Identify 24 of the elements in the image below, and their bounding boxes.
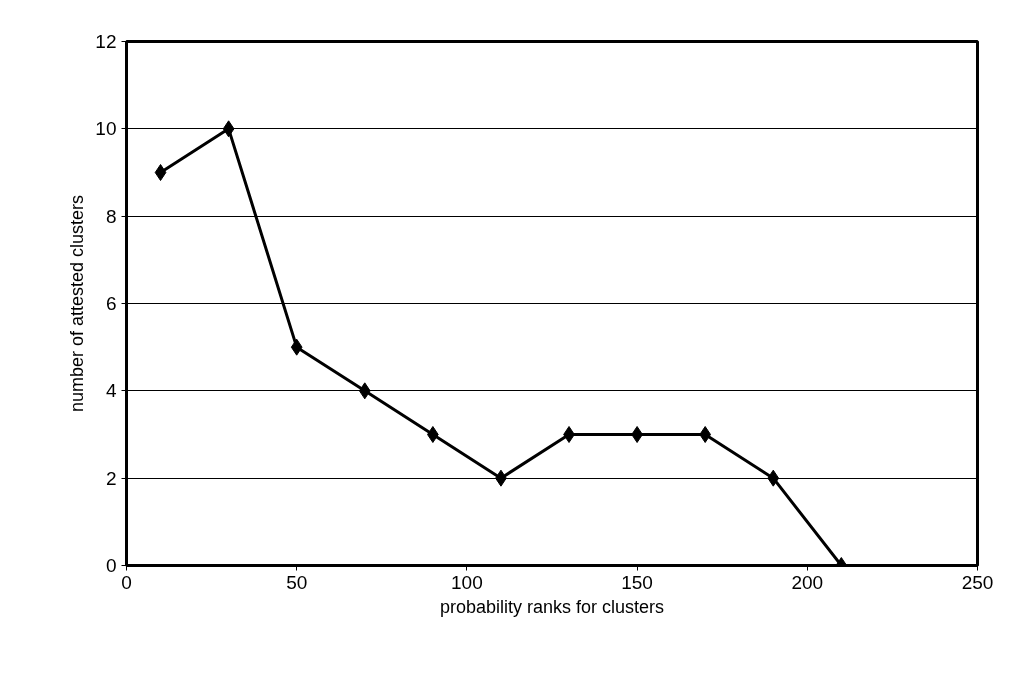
x-tick-label: 200 bbox=[791, 571, 824, 593]
point bbox=[767, 469, 780, 487]
x-tick-label: 0 bbox=[121, 571, 132, 593]
y-tick-label: 10 bbox=[95, 118, 117, 140]
y-tick-label: 4 bbox=[105, 380, 117, 402]
y-tick-label: 0 bbox=[105, 555, 117, 576]
x-tick-label: 250 bbox=[961, 571, 994, 593]
point bbox=[358, 382, 371, 400]
y-axis-title: number of attested clusters bbox=[67, 194, 88, 413]
x-tick-label: 50 bbox=[286, 571, 308, 593]
point bbox=[222, 120, 235, 138]
x-tick-label: 150 bbox=[621, 571, 653, 593]
point bbox=[427, 426, 439, 443]
x-axis-title: probability ranks for clusters bbox=[439, 596, 665, 617]
point bbox=[631, 426, 643, 443]
y-tick-label: 2 bbox=[105, 467, 117, 489]
y-tick-label: 12 bbox=[95, 31, 117, 52]
y-tick-label: 6 bbox=[105, 293, 117, 314]
point bbox=[290, 338, 303, 356]
point bbox=[154, 164, 167, 181]
point bbox=[699, 426, 712, 443]
y-tick-label: 8 bbox=[105, 205, 117, 227]
point bbox=[563, 426, 575, 443]
x-tick-label: 100 bbox=[451, 571, 483, 593]
